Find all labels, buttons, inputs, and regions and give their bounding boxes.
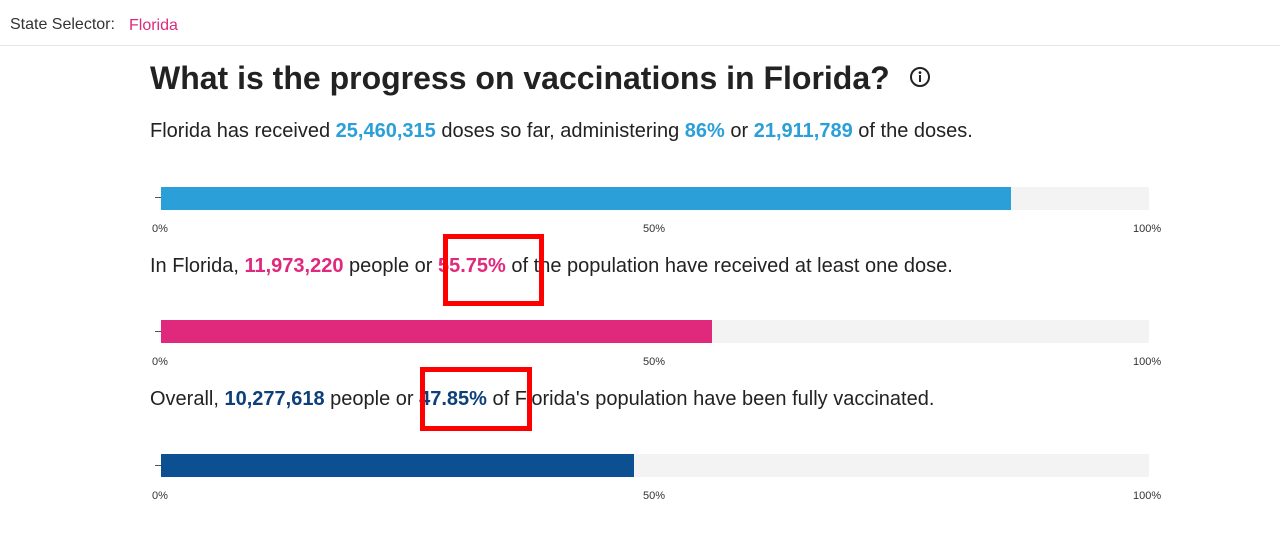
one-dose-bar-tick bbox=[155, 331, 161, 332]
doses-progress-bar bbox=[161, 187, 1149, 210]
page-title: What is the progress on vaccinations in … bbox=[150, 60, 931, 97]
doses-axis-50: 50% bbox=[643, 223, 666, 235]
one-dose-sentence: In Florida, 11,973,220 people or 55.75% … bbox=[150, 255, 953, 278]
doses-progress-fill bbox=[161, 187, 1011, 210]
doses-axis-0: 0% bbox=[152, 223, 168, 235]
fully-text-3: of Florida's population have been fully … bbox=[486, 388, 935, 410]
doses-administered-value: 21,911,789 bbox=[753, 120, 853, 142]
doses-bar-tick bbox=[155, 197, 161, 198]
doses-received-value: 25,460,315 bbox=[335, 120, 436, 142]
fully-vaccinated-progress-fill bbox=[161, 454, 634, 477]
doses-text-2: doses so far, administering bbox=[435, 120, 685, 142]
fully-text-2: people or bbox=[324, 388, 420, 410]
top-bar: State Selector: Florida bbox=[0, 0, 1280, 46]
fully-vaccinated-people-value: 10,277,618 bbox=[224, 388, 325, 410]
fully-axis-50: 50% bbox=[643, 490, 666, 502]
fully-vaccinated-sentence: Overall, 10,277,618 people or 47.85% of … bbox=[150, 388, 934, 411]
one-dose-percent-highlight-box bbox=[443, 234, 544, 306]
fully-vaccinated-percent: 47.85% bbox=[419, 388, 487, 410]
one-dose-text-3: of the population have received at least… bbox=[505, 255, 953, 277]
fully-bar-tick bbox=[155, 465, 161, 466]
doses-axis-100: 100% bbox=[1133, 223, 1162, 235]
info-icon[interactable] bbox=[909, 59, 931, 96]
one-dose-progress-fill bbox=[161, 320, 712, 343]
one-dose-percent: 55.75% bbox=[438, 255, 506, 277]
one-dose-axis-50: 50% bbox=[643, 356, 666, 368]
doses-administered-percent: 86% bbox=[684, 120, 725, 142]
fully-text-1: Overall, bbox=[150, 388, 225, 410]
fully-axis-0: 0% bbox=[152, 490, 168, 502]
state-selector-label: State Selector: bbox=[10, 16, 115, 33]
fully-axis-100: 100% bbox=[1133, 490, 1162, 502]
one-dose-text-2: people or bbox=[343, 255, 438, 277]
fully-vaccinated-percent-highlight-box bbox=[420, 367, 532, 431]
one-dose-axis-100: 100% bbox=[1133, 356, 1162, 368]
doses-sentence: Florida has received 25,460,315 doses so… bbox=[150, 120, 973, 143]
one-dose-people-value: 11,973,220 bbox=[244, 255, 344, 277]
page-title-text: What is the progress on vaccinations in … bbox=[150, 60, 890, 96]
one-dose-axis-0: 0% bbox=[152, 356, 168, 368]
doses-text-1: Florida has received bbox=[150, 120, 336, 142]
fully-vaccinated-progress-bar bbox=[161, 454, 1149, 477]
one-dose-progress-bar bbox=[161, 320, 1149, 343]
one-dose-text-1: In Florida, bbox=[150, 255, 245, 277]
doses-text-3: or bbox=[724, 120, 754, 142]
state-selector-dropdown[interactable]: Florida bbox=[129, 17, 178, 34]
doses-text-4: of the doses. bbox=[852, 120, 973, 142]
